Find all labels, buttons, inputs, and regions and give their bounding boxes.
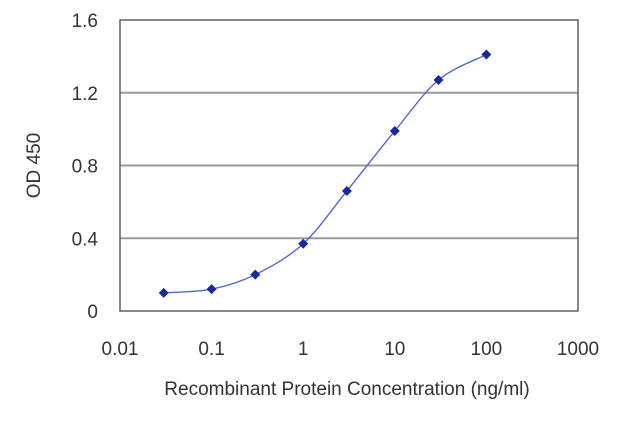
data-point: [389, 125, 400, 136]
data-point: [206, 284, 217, 295]
x-tick-label: 1000: [557, 339, 599, 360]
data-points: [158, 49, 492, 298]
y-tick-label: 0.8: [72, 157, 98, 178]
data-point: [158, 287, 169, 298]
data-point: [433, 75, 444, 86]
x-tick-label: 10: [384, 339, 405, 360]
data-point: [298, 238, 309, 249]
x-tick-label: 0.1: [198, 339, 224, 360]
x-axis-title: Recombinant Protein Concentration (ng/ml…: [164, 379, 529, 400]
x-tick-label: 100: [471, 339, 503, 360]
x-axis-ticks: 0.01 0.1 1 10 100 1000: [102, 339, 600, 360]
data-point: [341, 185, 352, 196]
y-tick-label: 1.2: [72, 84, 98, 105]
x-tick-label: 1: [298, 339, 309, 360]
y-tick-label: 0.4: [72, 229, 99, 250]
gridlines: [120, 91, 578, 240]
fitted-curve: [163, 53, 487, 294]
data-point: [250, 269, 261, 280]
x-tick-label: 0.01: [102, 339, 139, 360]
y-axis-title: OD 450: [24, 133, 45, 198]
data-point: [481, 49, 492, 60]
y-tick-label: 1.6: [72, 11, 98, 32]
y-axis-ticks: 0 0.4 0.8 1.2 1.6: [72, 11, 99, 323]
y-tick-label: 0: [87, 302, 98, 323]
plot-area-frame: [119, 19, 579, 312]
